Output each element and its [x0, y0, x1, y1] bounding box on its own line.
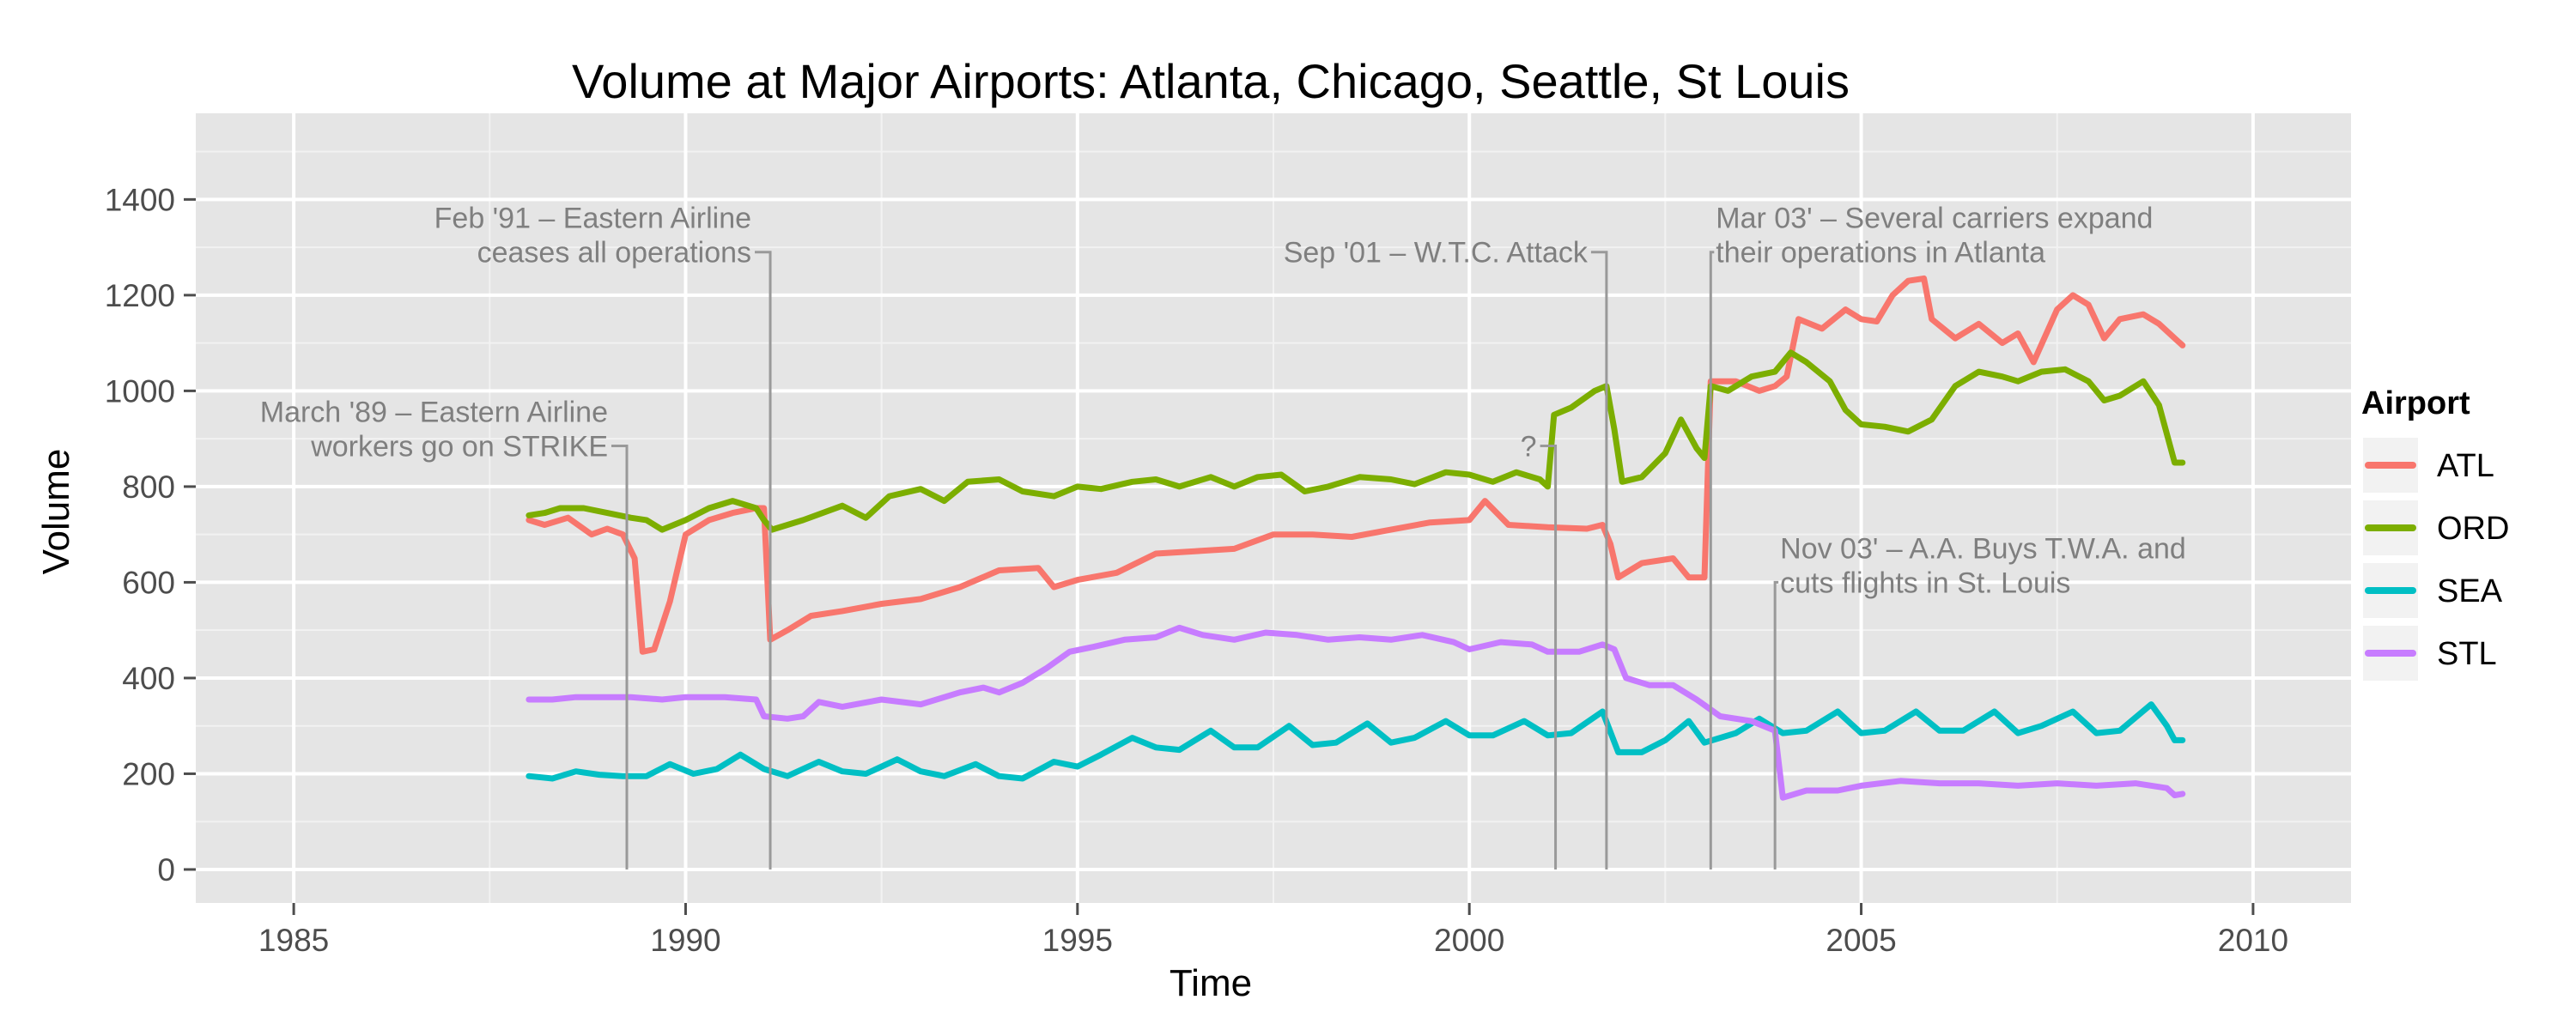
y-axis-title: Volume	[35, 449, 77, 575]
legend-label-stl: STL	[2437, 636, 2497, 672]
series-lines	[526, 275, 2186, 801]
annotation-text: March '89 – Eastern Airline	[260, 397, 608, 429]
annotation-text: Mar 03' – Several carriers expand	[1716, 203, 2153, 235]
y-tick-label: 1400	[105, 182, 175, 217]
x-axis-title: Time	[1170, 962, 1252, 1004]
chart-title: Volume at Major Airports: Atlanta, Chica…	[572, 54, 1850, 108]
legend-label-atl: ATL	[2437, 448, 2494, 484]
legend: Airport ATL ORD SEA STL	[2361, 385, 2509, 681]
y-tick-label: 800	[122, 470, 175, 505]
y-tick-label: 1000	[105, 373, 175, 409]
x-tick-label: 2010	[2218, 923, 2288, 958]
annotation-text: their operations in Atlanta	[1716, 237, 2045, 270]
series-line-atl	[526, 275, 2186, 655]
legend-label-ord: ORD	[2437, 511, 2509, 547]
y-tick-label: 200	[122, 756, 175, 791]
legend-title: Airport	[2361, 385, 2470, 421]
y-tick-label: 0	[157, 852, 175, 888]
annotation-leader-line	[1590, 251, 1608, 869]
y-tick-label: 400	[122, 661, 175, 696]
annotation-text: ceases all operations	[477, 237, 751, 270]
x-tick-label: 1995	[1042, 923, 1113, 958]
x-tick-label: 2005	[1826, 923, 1896, 958]
annotation-3: ?	[1521, 431, 1558, 869]
annotation-text: cuts flights in St. Louis	[1780, 566, 2070, 599]
annotation-leader-line	[1773, 580, 1779, 869]
x-tick-label: 2000	[1434, 923, 1504, 958]
annotation-leader-line	[755, 251, 772, 869]
annotation-leader-line	[1540, 445, 1558, 869]
series-line-sea	[526, 701, 2186, 782]
annotation-4: Sep '01 – W.T.C. Attack	[1284, 237, 1608, 869]
axes: 0 200 400 600 800 1000 1200 1400 1985 1990 1995 200…	[105, 182, 2288, 958]
annotation-leader-line	[1709, 251, 1715, 869]
annotation-text: Nov 03' – A.A. Buys T.W.A. and	[1780, 532, 2186, 565]
x-tick-label: 1985	[258, 923, 329, 958]
annotation-text: workers go on STRIKE	[310, 431, 608, 464]
series-line-stl	[526, 624, 2186, 801]
annotation-text: ?	[1521, 431, 1537, 464]
x-tick-label: 1990	[650, 923, 720, 958]
y-tick-label: 600	[122, 565, 175, 600]
series-line-ord	[526, 349, 2186, 533]
legend-label-sea: SEA	[2437, 573, 2503, 609]
y-tick-label: 1200	[105, 278, 175, 313]
annotation-leader-line	[611, 445, 629, 869]
grid-lines	[196, 113, 2351, 903]
annotation-text: Feb '91 – Eastern Airline	[434, 203, 751, 235]
annotation-text: Sep '01 – W.T.C. Attack	[1284, 237, 1589, 270]
